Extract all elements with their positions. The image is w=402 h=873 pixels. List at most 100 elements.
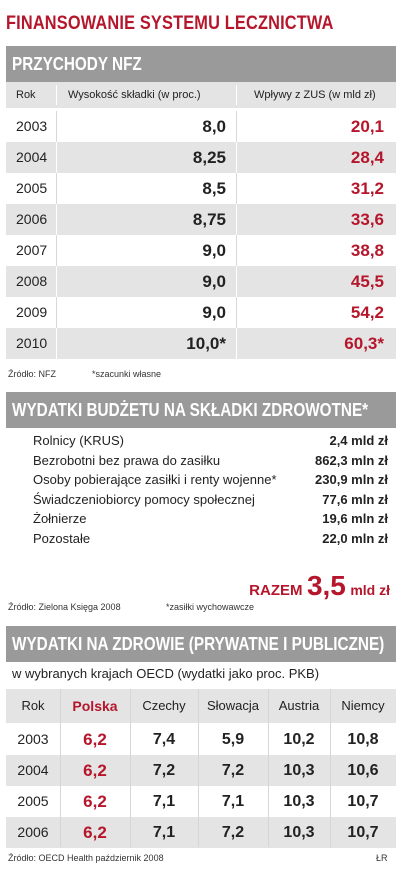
column-divider [236, 297, 237, 328]
year-cell: 2004 [16, 149, 48, 165]
author-credit: ŁR [376, 853, 388, 863]
expense-label: Osoby pobierające zasiłki i renty wojenn… [33, 472, 277, 487]
zus-revenue-cell: 33,6 [350, 210, 384, 229]
year-cell: 2005 [17, 793, 49, 809]
contribution-rate-cell: 10,0* [186, 334, 226, 353]
column-divider [56, 85, 57, 105]
expense-value: 22,0 mln zł [322, 530, 388, 546]
country-value-cell: 7,1 [152, 793, 176, 810]
list-item: Żołnierze 19,6 mln zł [33, 511, 388, 529]
source-note: Źródło: NFZ [8, 369, 57, 379]
section-title: WYDATKI NA ZDROWIE (PRYWATNE I PUBLICZNE… [12, 634, 385, 654]
total-summary: RAZEM 3,5 mld zł [249, 570, 390, 604]
column-header-germany: Niemcy [341, 698, 385, 713]
country-value-cell: 7,2 [221, 824, 245, 841]
contribution-rate-cell: 8,25 [192, 148, 226, 167]
table-row: 2008 9,0 45,5 [6, 266, 396, 297]
expense-label: Pozostałe [33, 530, 91, 546]
list-item: Bezrobotni bez prawa do zasiłku 862,3 mln… [33, 453, 388, 471]
country-value-cell: 7,4 [152, 731, 176, 748]
country-value-cell: 10,6 [347, 762, 379, 779]
expense-value: 19,6 mln zł [322, 511, 388, 526]
country-value-cell: 10,2 [283, 731, 315, 748]
column-divider [130, 689, 131, 847]
year-cell: 2006 [16, 211, 48, 227]
country-value-cell: 10,3 [283, 824, 315, 841]
table-header: Rok Wysokość składki (w proc.) Wpływy z … [6, 82, 396, 108]
column-divider [236, 85, 237, 105]
column-header-year: Rok [16, 89, 36, 101]
column-divider [330, 689, 331, 847]
column-divider [56, 142, 57, 173]
column-divider [56, 111, 57, 142]
country-value-cell: 10,7 [347, 793, 379, 810]
country-value-cell: 6,2 [83, 823, 107, 842]
zus-revenue-cell: 20,1 [350, 117, 384, 136]
table-row: 2009 9,0 54,2 [6, 297, 396, 328]
column-divider [56, 235, 57, 266]
expense-label: Świadczeniobiorcy pomocy społecznej [33, 491, 255, 507]
country-value-cell: 7,2 [152, 762, 176, 779]
source-note: Źródło: OECD Health październik 2008 [8, 853, 164, 863]
list-item: Rolnicy (KRUS) 2,4 mld zł [33, 433, 388, 451]
column-divider [236, 328, 237, 359]
table-row: 2003 6,2 7,4 5,9 10,2 10,8 [6, 724, 396, 755]
country-value-cell: 7,2 [221, 762, 245, 779]
expense-label: Rolnicy (KRUS) [33, 433, 125, 448]
country-value-cell: 6,2 [83, 730, 107, 749]
table-row: 2004 8,25 28,4 [6, 142, 396, 173]
column-divider [236, 111, 237, 142]
table-row: 2006 8,75 33,6 [6, 204, 396, 235]
column-divider [56, 173, 57, 204]
page-title: FINANSOWANIE SYSTEMU LECZNICTWA [6, 13, 334, 34]
column-header-year: Rok [21, 698, 45, 713]
year-cell: 2008 [16, 273, 48, 289]
column-divider [56, 328, 57, 359]
column-header-slovakia: Słowacja [206, 698, 260, 713]
table-row: 2003 8,0 20,1 [6, 111, 396, 142]
country-value-cell: 7,1 [152, 824, 176, 841]
contribution-rate-cell: 8,75 [192, 210, 226, 229]
year-cell: 2006 [17, 824, 49, 840]
zus-revenue-cell: 28,4 [350, 148, 384, 167]
column-divider [236, 266, 237, 297]
section-subtitle: w wybranych krajach OECD (wydatki jako p… [12, 666, 320, 681]
column-divider [236, 204, 237, 235]
contribution-rate-cell: 9,0 [202, 272, 226, 291]
expense-value: 862,3 mln zł [315, 452, 388, 468]
year-cell: 2010 [16, 335, 48, 351]
total-value: 3,5 [306, 570, 346, 601]
total-label: RAZEM [249, 582, 303, 599]
contribution-rate-cell: 9,0 [202, 241, 226, 260]
year-cell: 2009 [16, 304, 48, 320]
expense-label: Żołnierze [33, 511, 87, 526]
table-row: 2007 9,0 38,8 [6, 235, 396, 266]
country-value-cell: 10,3 [283, 793, 315, 810]
country-value-cell: 6,2 [83, 761, 107, 780]
column-divider [236, 235, 237, 266]
section-header-health-spending: WYDATKI NA ZDROWIE (PRYWATNE I PUBLICZNE… [6, 626, 396, 662]
contribution-rate-cell: 9,0 [202, 303, 226, 322]
country-value-cell: 10,8 [347, 731, 379, 748]
table-header: Rok Polska Czechy Słowacja Austria Niemc… [6, 689, 396, 723]
total-unit: mld zł [350, 582, 390, 598]
column-header-zus: Wpływy z ZUS (w mld zł) [254, 89, 376, 101]
contribution-rate-cell: 8,0 [202, 117, 226, 136]
year-cell: 2004 [17, 762, 49, 778]
column-header-austria: Austria [278, 698, 320, 713]
table-row: 2004 6,2 7,2 7,2 10,3 10,6 [6, 755, 396, 786]
column-divider [268, 689, 269, 847]
footnote: *zasiłki wychowawcze [166, 602, 255, 612]
section-title: WYDATKI BUDŻETU NA SKŁADKI ZDROWOTNE* [12, 400, 369, 420]
section-header-budget-expenses: WYDATKI BUDŻETU NA SKŁADKI ZDROWOTNE* [6, 392, 396, 428]
column-header-czechia: Czechy [142, 698, 186, 713]
section-title: PRZYCHODY NFZ [12, 54, 142, 74]
source-note: Źródło: Zielona Księga 2008 [8, 602, 121, 612]
column-divider [236, 173, 237, 204]
country-value-cell: 6,2 [83, 792, 107, 811]
zus-revenue-cell: 38,8 [350, 241, 384, 260]
column-divider [56, 266, 57, 297]
list-item: Osoby pobierające zasiłki i renty wojenn… [33, 472, 388, 490]
zus-revenue-cell: 31,2 [350, 179, 384, 198]
country-value-cell: 10,3 [283, 762, 315, 779]
